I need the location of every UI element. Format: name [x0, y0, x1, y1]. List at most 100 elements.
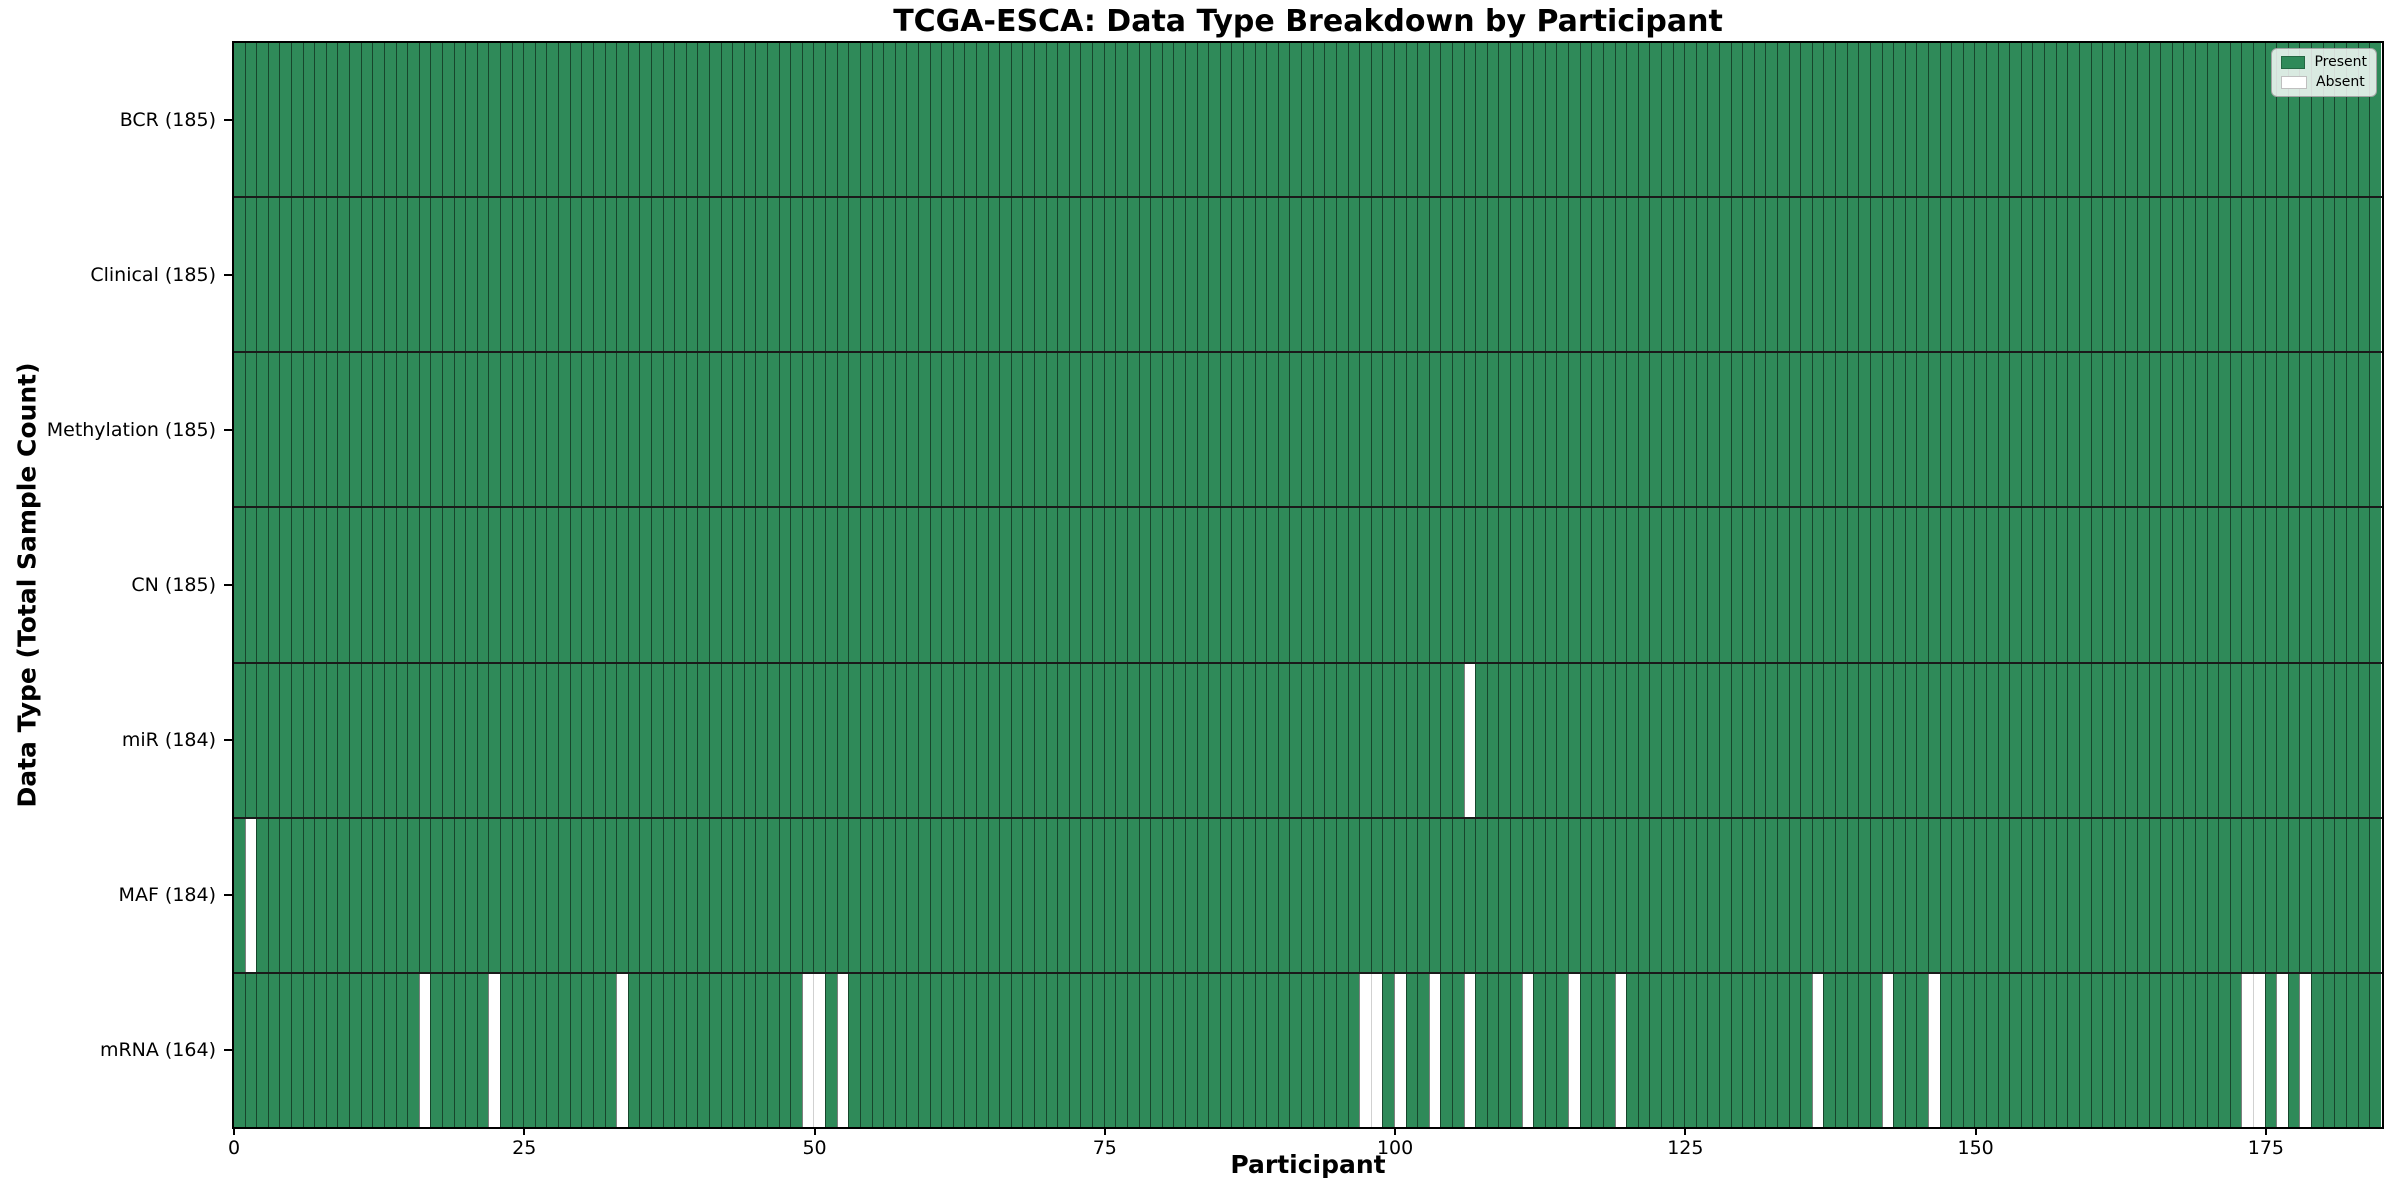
matrix-cell [267, 43, 280, 197]
matrix-cell [906, 43, 918, 197]
matrix-cell [1510, 198, 1522, 352]
matrix-cell [1858, 508, 1870, 662]
matrix-cell [1777, 818, 1789, 972]
matrix-cell [291, 508, 303, 662]
matrix-cell [1393, 43, 1406, 197]
matrix-cell [2183, 818, 2195, 972]
matrix-cell [767, 818, 779, 972]
matrix-cell [999, 43, 1011, 197]
matrix-cell [2194, 198, 2207, 352]
matrix-cell [894, 43, 907, 197]
matrix-cell [1835, 973, 1847, 1127]
matrix-cell [372, 973, 384, 1127]
matrix-cell [2160, 353, 2172, 507]
legend-item-absent: Absent [2281, 75, 2367, 90]
matrix-cell [2148, 663, 2161, 817]
matrix-cell [1730, 353, 1743, 507]
matrix-cell [1370, 508, 1383, 662]
matrix-cell [1777, 198, 1789, 352]
matrix-cell [488, 353, 501, 507]
matrix-cell [1614, 663, 1627, 817]
matrix-cell [1092, 973, 1104, 1127]
matrix-cell [1463, 818, 1476, 972]
matrix-cell [1800, 198, 1812, 352]
matrix-cell [1788, 508, 1801, 662]
present-swatch-icon [2281, 56, 2306, 69]
matrix-cell [1916, 508, 1928, 662]
matrix-cell [279, 43, 292, 197]
x-tick-mark [1974, 1127, 1977, 1135]
matrix-cell [256, 663, 268, 817]
matrix-cell [1962, 43, 1975, 197]
matrix-cell [2276, 43, 2288, 197]
matrix-cell [1927, 508, 1940, 662]
matrix-cell [2357, 508, 2370, 662]
matrix-cell [1208, 818, 1220, 972]
matrix-cell [813, 43, 826, 197]
matrix-cell [2055, 43, 2068, 197]
matrix-cell [2369, 43, 2381, 197]
matrix-row-miR [234, 661, 2382, 817]
matrix-cell [894, 818, 907, 972]
matrix-cell [1440, 43, 1452, 197]
matrix-cell [767, 973, 779, 1127]
matrix-cell [1057, 353, 1069, 507]
matrix-cell [708, 973, 721, 1127]
matrix-cell [1277, 973, 1290, 1127]
matrix-cell [1521, 818, 1534, 972]
matrix-cell [2032, 663, 2045, 817]
matrix-cell [1672, 198, 1685, 352]
matrix-cell [395, 353, 408, 507]
matrix-cell [1614, 198, 1627, 352]
matrix-cell [267, 663, 280, 817]
matrix-cell [234, 198, 245, 352]
matrix-cell [1858, 663, 1870, 817]
matrix-cell [511, 663, 524, 817]
matrix-cell [1916, 43, 1928, 197]
matrix-cell [1533, 43, 1545, 197]
matrix-cell [1335, 973, 1348, 1127]
matrix-cell [1695, 43, 1708, 197]
matrix-cell [546, 663, 559, 817]
matrix-cell [2345, 973, 2358, 1127]
matrix-cell [383, 973, 396, 1127]
matrix-cell [302, 43, 315, 197]
matrix-cell [314, 198, 326, 352]
matrix-cell [1138, 508, 1151, 662]
matrix-cell [929, 43, 942, 197]
matrix-cell [1335, 508, 1348, 662]
matrix-cell [569, 353, 582, 507]
matrix-cell [1382, 663, 1394, 817]
matrix-cell [1835, 663, 1847, 817]
matrix-cell [1068, 198, 1081, 352]
matrix-cell [1022, 508, 1035, 662]
matrix-cell [465, 818, 477, 972]
matrix-cell [1312, 508, 1325, 662]
matrix-cell [1289, 508, 1302, 662]
matrix-cell [755, 43, 768, 197]
matrix-cell [1161, 973, 1174, 1127]
matrix-cell [1138, 353, 1151, 507]
matrix-cell [1649, 43, 1661, 197]
matrix-cell [650, 508, 663, 662]
matrix-cell [2148, 818, 2161, 972]
matrix-cell [1080, 818, 1093, 972]
matrix-cell [778, 508, 791, 662]
y-tick-label: Methylation (185) [46, 419, 216, 442]
matrix-cell [604, 973, 617, 1127]
matrix-cell [360, 353, 373, 507]
matrix-cell [790, 973, 802, 1127]
matrix-cell [1788, 353, 1801, 507]
matrix-cell [1626, 198, 1638, 352]
matrix-cell [1417, 353, 1429, 507]
matrix-cell [941, 973, 953, 1127]
matrix-cell [1405, 43, 1418, 197]
matrix-cell [883, 198, 895, 352]
matrix-cell [1359, 973, 1371, 1127]
matrix-cell [1428, 508, 1441, 662]
matrix-cell [2311, 508, 2323, 662]
matrix-cell [1753, 508, 1766, 662]
matrix-cell [917, 973, 930, 1127]
matrix-cell [2357, 663, 2370, 817]
matrix-cell [1010, 663, 1023, 817]
